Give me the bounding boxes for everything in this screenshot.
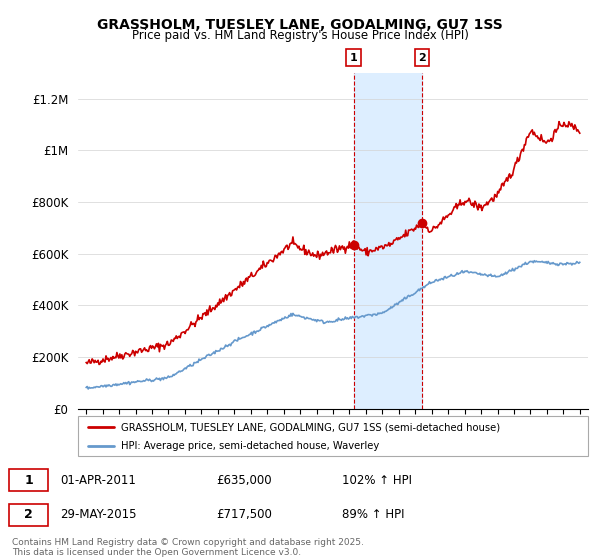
Text: 1: 1 [350, 53, 358, 63]
Text: Price paid vs. HM Land Registry's House Price Index (HPI): Price paid vs. HM Land Registry's House … [131, 29, 469, 42]
Text: 1: 1 [25, 474, 33, 487]
Text: 102% ↑ HPI: 102% ↑ HPI [342, 474, 412, 487]
Text: 89% ↑ HPI: 89% ↑ HPI [342, 508, 404, 521]
Bar [353, 73, 422, 409]
Text: 01-APR-2011: 01-APR-2011 [60, 474, 136, 487]
FancyBboxPatch shape [9, 503, 48, 525]
Text: 2: 2 [25, 508, 33, 521]
Text: GRASSHOLM, TUESLEY LANE, GODALMING, GU7 1SS (semi-detached house): GRASSHOLM, TUESLEY LANE, GODALMING, GU7 … [121, 422, 500, 432]
Text: GRASSHOLM, TUESLEY LANE, GODALMING, GU7 1SS: GRASSHOLM, TUESLEY LANE, GODALMING, GU7 … [97, 18, 503, 32]
Text: £717,500: £717,500 [216, 508, 272, 521]
Text: Contains HM Land Registry data © Crown copyright and database right 2025.
This d: Contains HM Land Registry data © Crown c… [12, 538, 364, 557]
Text: HPI: Average price, semi-detached house, Waverley: HPI: Average price, semi-detached house,… [121, 441, 380, 451]
Text: £635,000: £635,000 [216, 474, 272, 487]
Text: 2: 2 [418, 53, 426, 63]
FancyBboxPatch shape [9, 469, 48, 491]
Text: 29-MAY-2015: 29-MAY-2015 [60, 508, 137, 521]
FancyBboxPatch shape [78, 416, 588, 456]
